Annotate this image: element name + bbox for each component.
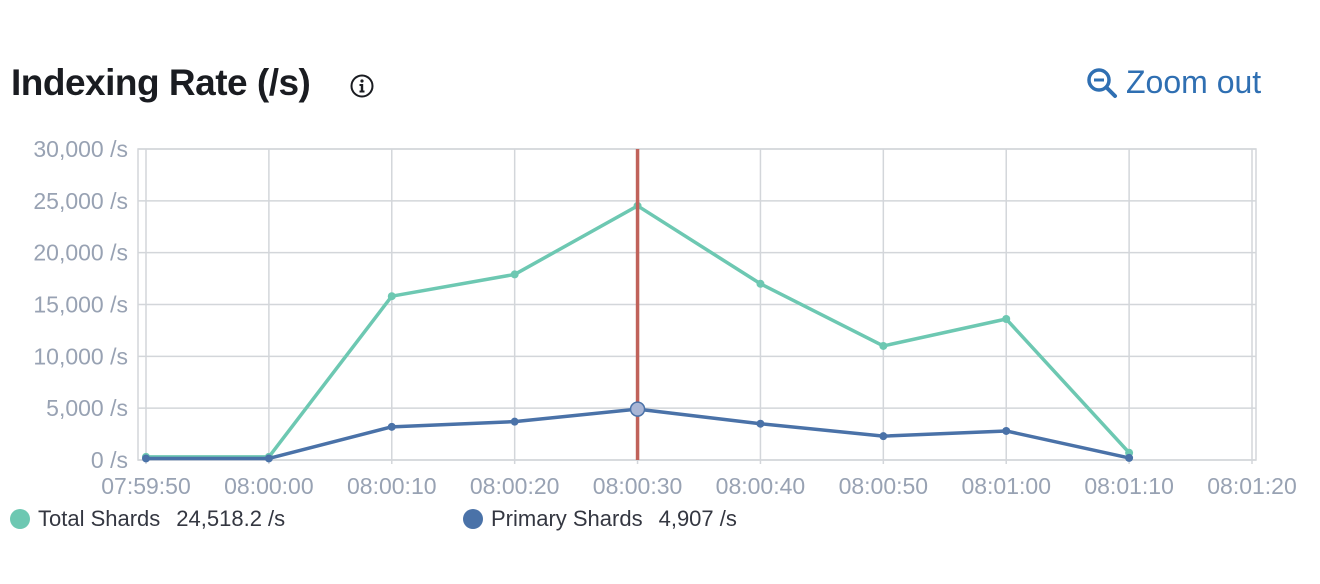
- data-point: [510, 417, 519, 426]
- data-point: [142, 454, 150, 463]
- zoom-out-button[interactable]: Zoom out: [1086, 64, 1261, 101]
- data-point: [387, 292, 396, 301]
- y-tick-label: 30,000 /s: [33, 136, 128, 162]
- x-tick-label: 08:00:00: [224, 473, 314, 499]
- legend-label-primary: Primary Shards: [491, 506, 643, 531]
- legend-swatch-primary: [463, 509, 483, 529]
- data-point: [510, 270, 519, 279]
- data-point: [756, 279, 765, 288]
- legend-item-total-shards[interactable]: Total Shards 24,518.2 /s: [10, 506, 285, 532]
- cursor-highlight-point: [629, 401, 646, 417]
- x-tick-label: 07:59:50: [101, 473, 191, 499]
- zoom-out-icon: [1087, 67, 1117, 98]
- info-icon[interactable]: [349, 73, 375, 99]
- legend-value-primary: 4,907 /s: [658, 506, 737, 531]
- y-tick-label: 0 /s: [91, 447, 128, 473]
- data-point: [756, 419, 765, 428]
- legend-swatch-total: [10, 509, 30, 529]
- x-tick-label: 08:00:30: [593, 473, 683, 499]
- y-tick-label: 25,000 /s: [33, 188, 128, 214]
- legend-item-primary-shards[interactable]: Primary Shards 4,907 /s: [463, 506, 737, 532]
- x-tick-label: 08:01:10: [1084, 473, 1174, 499]
- legend-value-total: 24,518.2 /s: [176, 506, 286, 531]
- y-tick-label: 15,000 /s: [33, 292, 128, 318]
- y-tick-label: 5,000 /s: [46, 395, 128, 421]
- x-tick-label: 08:01:20: [1207, 473, 1297, 499]
- x-tick-label: 08:00:50: [839, 473, 929, 499]
- x-tick-label: 08:00:40: [716, 473, 806, 499]
- data-point: [879, 341, 888, 350]
- chart-title: Indexing Rate (/s): [11, 62, 311, 103]
- data-point: [1002, 315, 1011, 324]
- x-tick-label: 08:01:00: [961, 473, 1051, 499]
- x-tick-label: 08:00:20: [470, 473, 560, 499]
- data-point: [1002, 426, 1011, 435]
- data-point: [879, 432, 888, 441]
- y-tick-label: 20,000 /s: [33, 240, 128, 266]
- data-point: [387, 422, 396, 431]
- x-tick-label: 08:00:10: [347, 473, 437, 499]
- y-tick-label: 10,000 /s: [33, 343, 128, 369]
- data-point: [264, 454, 273, 463]
- legend-label-total: Total Shards: [38, 506, 161, 531]
- zoom-out-label: Zoom out: [1126, 64, 1262, 100]
- data-point: [1125, 453, 1134, 462]
